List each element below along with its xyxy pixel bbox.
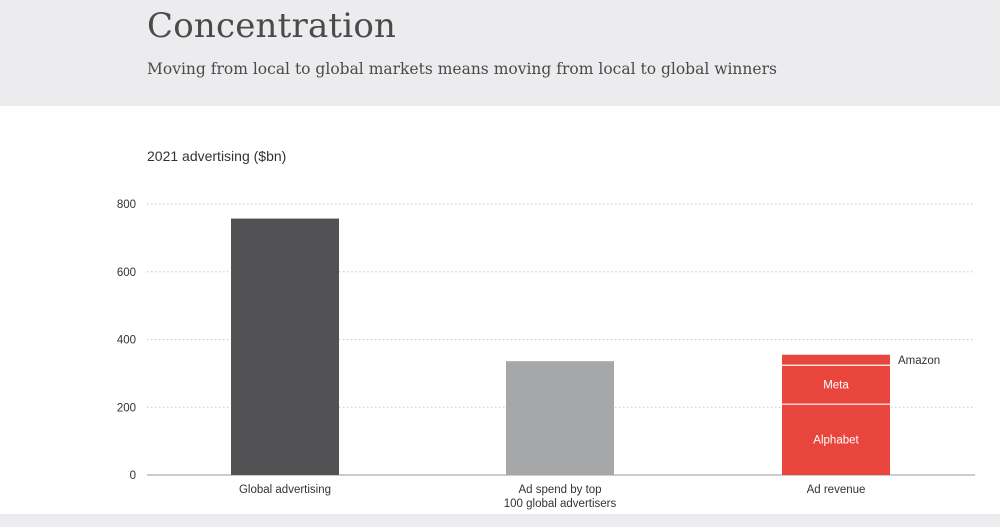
y-tick-label: 400 <box>117 335 136 347</box>
bar <box>231 218 339 475</box>
y-tick-label: 0 <box>130 470 136 482</box>
x-category-label: Ad spend by top <box>518 484 601 496</box>
header-band: Concentration Moving from local to globa… <box>0 0 1000 106</box>
segment-label: Meta <box>823 380 849 392</box>
bar-segment <box>782 365 890 405</box>
chart-title: 2021 advertising ($bn) <box>147 148 287 164</box>
bar <box>506 361 614 475</box>
bar-segment <box>782 404 890 475</box>
y-tick-label: 200 <box>117 402 136 414</box>
x-category-label: Ad revenue <box>807 484 866 496</box>
page-title: Concentration <box>147 6 397 46</box>
bar-segment <box>782 354 890 366</box>
x-category-label: 100 global advertisers <box>504 498 617 510</box>
segment-label: Alphabet <box>813 435 859 447</box>
page-subtitle: Moving from local to global markets mean… <box>147 60 777 78</box>
segment-label: Amazon <box>898 355 940 367</box>
y-tick-label: 600 <box>117 267 136 279</box>
bottom-band <box>0 514 1000 527</box>
y-tick-label: 800 <box>117 199 136 211</box>
x-category-label: Global advertising <box>239 484 331 496</box>
